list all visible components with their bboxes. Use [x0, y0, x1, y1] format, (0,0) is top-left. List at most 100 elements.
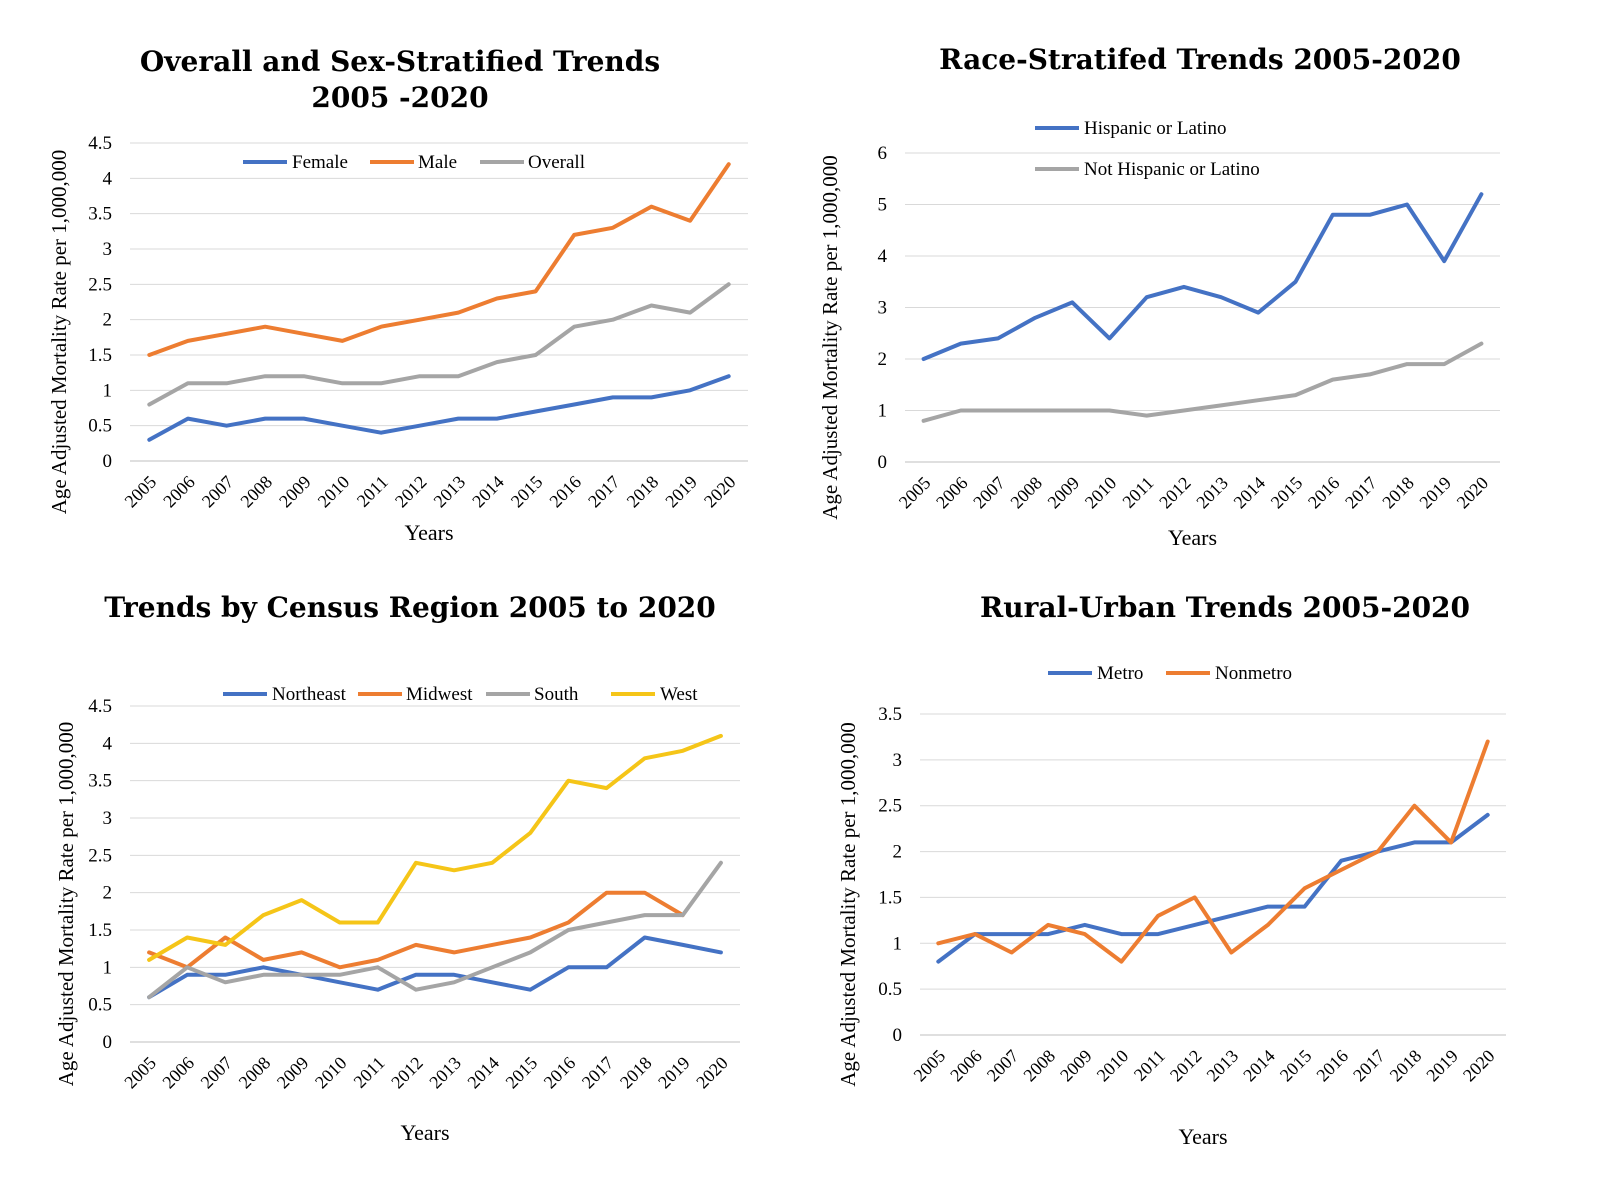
x-tick-label: 2018 [1386, 1046, 1426, 1086]
legend-label: South [534, 684, 579, 705]
x-tick-label: 2013 [425, 1053, 465, 1093]
x-axis-title: Years [1178, 1124, 1227, 1149]
chart-panel-race: Race-Stratifed Trends 2005-2020 0 1 2 3 4 5 6 2… [800, 0, 1600, 590]
legend-label: Hispanic or Latino [1084, 118, 1226, 139]
x-tick-label: 2015 [502, 1053, 542, 1093]
line-chart: 0 0.5 1 1.5 2 2.5 3 3.5 4 4.5 20052006200720082009… [54, 684, 740, 1145]
y-tick-label: 2 [103, 310, 113, 331]
x-tick-label: 2005 [120, 1053, 160, 1093]
y-tick-label: 3 [878, 298, 888, 319]
legend-label: Midwest [406, 684, 473, 705]
x-axis-title: Years [400, 1120, 449, 1145]
x-tick-label: 2006 [932, 473, 972, 513]
x-tick-label: 2007 [983, 1046, 1023, 1086]
y-tick-label: 0 [893, 1025, 903, 1046]
x-axis-title: Years [404, 520, 453, 545]
x-tick-label: 2015 [1276, 1046, 1316, 1086]
chart-title: Trends by Census Region 2005 to 2020 [60, 590, 760, 626]
line-chart: 0 0.5 1 1.5 2 2.5 3 3.5 200520062007200820092010… [836, 663, 1506, 1149]
series-line [147, 890, 685, 970]
legend-label: Overall [528, 152, 585, 173]
x-tick-label: 2010 [1081, 473, 1121, 513]
chart-title-line2: 2005 -2020 [311, 81, 489, 114]
x-tick-label: 2013 [1192, 473, 1232, 513]
x-tick-label: 2008 [235, 1053, 275, 1093]
x-tick-label: 2011 [350, 1053, 389, 1092]
series-line [921, 341, 1484, 423]
x-tick-label: 2006 [158, 1053, 198, 1093]
y-tick-label: 4.5 [88, 133, 112, 154]
series-line [936, 739, 1490, 964]
legend-label: West [660, 684, 698, 705]
chart-title: Overall and Sex-Stratified Trends 2005 -… [100, 44, 700, 116]
x-tick-label: 2007 [198, 472, 238, 512]
y-tick-label: 2.5 [878, 796, 902, 817]
y-tick-label: 2.5 [88, 274, 112, 295]
y-tick-label: 3.5 [88, 771, 112, 792]
x-tick-label: 2019 [1422, 1046, 1462, 1086]
x-tick-label: 2009 [1044, 473, 1084, 513]
chart-title-line1: Race-Stratifed Trends 2005-2020 [939, 43, 1461, 76]
x-tick-label: 2017 [578, 1053, 618, 1093]
x-tick-label: 2011 [1118, 473, 1157, 512]
x-tick-label: 2008 [236, 472, 276, 512]
y-tick-label: 0.5 [88, 416, 112, 437]
legend-label: Male [418, 152, 457, 173]
chart-panel-rural-urban: Rural-Urban Trends 2005-2020 0 0.5 1 1.5 2 2.… [800, 590, 1600, 1197]
y-tick-label: 1 [878, 401, 888, 422]
x-tick-label: 2018 [1378, 473, 1418, 513]
x-tick-label: 2014 [1239, 1046, 1279, 1086]
y-tick-label: 5 [878, 195, 888, 216]
series-line [147, 374, 731, 442]
y-tick-label: 3 [893, 750, 903, 771]
y-tick-label: 0.5 [878, 979, 902, 1000]
x-tick-label: 2010 [1093, 1046, 1133, 1086]
x-tick-label: 2014 [1230, 473, 1270, 513]
y-tick-label: 1.5 [88, 345, 112, 366]
x-tick-label: 2016 [545, 472, 585, 512]
x-tick-label: 2018 [616, 1053, 656, 1093]
x-tick-label: 2017 [1341, 473, 1381, 513]
x-tick-label: 2017 [1349, 1046, 1389, 1086]
y-tick-label: 1 [893, 933, 903, 954]
chart-title-line1: Overall and Sex-Stratified Trends [139, 45, 661, 78]
x-tick-label: 2013 [430, 472, 470, 512]
x-tick-label: 2012 [1155, 473, 1195, 513]
series-line [147, 935, 723, 1000]
x-tick-label: 2006 [946, 1046, 986, 1086]
legend-label: Nonmetro [1215, 663, 1292, 684]
y-tick-label: 0 [103, 1032, 113, 1053]
y-tick-label: 0 [878, 452, 888, 473]
x-tick-label: 2008 [1006, 473, 1046, 513]
line-chart: 0123456200520062007200820092010201120122… [818, 118, 1500, 550]
x-tick-label: 2011 [1130, 1046, 1169, 1085]
x-tick-label: 2015 [1267, 473, 1307, 513]
x-tick-label: 2014 [468, 472, 508, 512]
series-line [936, 812, 1490, 964]
x-tick-label: 2019 [1415, 473, 1455, 513]
x-tick-label: 2011 [353, 472, 392, 511]
x-tick-label: 2010 [311, 1053, 351, 1093]
chart-title: Race-Stratifed Trends 2005-2020 [900, 42, 1500, 78]
x-tick-label: 2009 [273, 1053, 313, 1093]
y-tick-label: 4 [103, 733, 113, 754]
x-tick-label: 2007 [969, 473, 1009, 513]
x-tick-label: 2007 [197, 1053, 237, 1093]
x-tick-label: 2019 [654, 1053, 694, 1093]
y-tick-label: 2.5 [88, 845, 112, 866]
x-tick-label: 2005 [895, 473, 935, 513]
y-tick-label: 0 [103, 451, 113, 472]
y-tick-label: 3.5 [88, 204, 112, 225]
series-line [147, 733, 723, 962]
x-tick-label: 2012 [391, 472, 431, 512]
x-tick-label: 2005 [121, 472, 161, 512]
legend-label: Female [292, 152, 348, 173]
x-tick-label: 2013 [1203, 1046, 1243, 1086]
y-tick-label: 1 [103, 957, 113, 978]
legend-label: Metro [1097, 663, 1143, 684]
x-tick-label: 2018 [623, 472, 663, 512]
y-tick-label: 4 [103, 168, 113, 189]
chart-panel-region: Trends by Census Region 2005 to 2020 0 0.… [0, 590, 800, 1197]
y-tick-label: 6 [878, 143, 888, 164]
x-tick-label: 2020 [1459, 1046, 1499, 1086]
